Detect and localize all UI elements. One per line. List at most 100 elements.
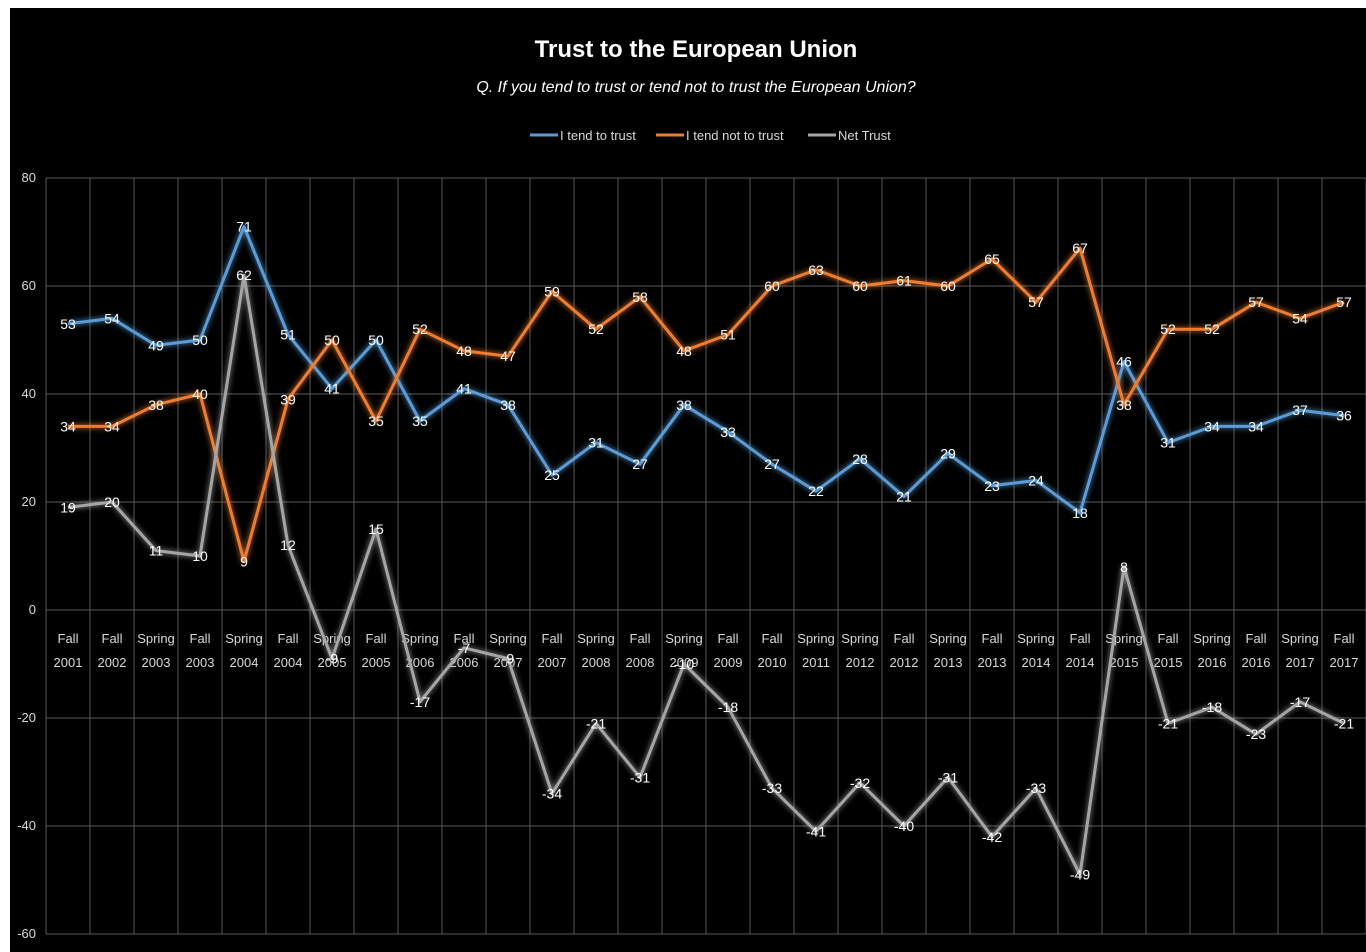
data-label: 47	[500, 348, 516, 364]
data-label: 10	[192, 548, 208, 564]
data-label: -17	[1290, 694, 1310, 710]
data-label: 62	[236, 267, 252, 283]
data-label: -9	[326, 651, 339, 667]
data-label: -7	[458, 640, 471, 656]
data-labels: 53 54 49 50 71 51 41 50 35 41 38 25 31 27 38 33 27 22 28 21…	[60, 219, 1354, 883]
data-label: -9	[502, 651, 515, 667]
data-label: 12	[280, 537, 296, 553]
x-tick-label: Fall 2003	[186, 631, 215, 670]
series-lines	[67, 225, 1345, 877]
data-label: 33	[720, 424, 736, 440]
data-label: -33	[1026, 780, 1046, 796]
y-tick-label: 40	[22, 386, 36, 401]
grid	[45, 177, 1366, 935]
data-label: 60	[940, 278, 956, 294]
x-tick-label: Fall 2016	[1242, 631, 1271, 670]
data-label: -18	[718, 699, 738, 715]
x-tick-label: Fall 2009	[714, 631, 743, 670]
x-tick-label: Spring 2006	[401, 631, 439, 670]
data-label: -18	[1202, 699, 1222, 715]
data-label: 39	[280, 391, 296, 407]
data-label: 71	[236, 219, 252, 235]
data-label: 27	[764, 456, 780, 472]
data-label: 34	[1248, 418, 1264, 434]
data-label: 67	[1072, 240, 1088, 256]
data-label: 35	[368, 413, 384, 429]
data-label: 60	[852, 278, 868, 294]
data-label: 49	[148, 337, 164, 353]
data-label: 52	[1204, 321, 1220, 337]
data-label: 31	[1160, 435, 1176, 451]
y-tick-label: -60	[17, 926, 36, 941]
x-tick-label: Fall 2013	[978, 631, 1007, 670]
data-label: 38	[676, 397, 692, 413]
data-label: 23	[984, 478, 1000, 494]
data-label: 58	[632, 289, 648, 305]
data-label: 29	[940, 445, 956, 461]
y-tick-label: -20	[17, 710, 36, 725]
data-label: 48	[456, 343, 472, 359]
data-label: 50	[192, 332, 208, 348]
data-label: 53	[60, 316, 76, 332]
chart-frame: Trust to the European Union Q. If you te…	[10, 8, 1366, 952]
data-label: 34	[60, 418, 76, 434]
data-label: 57	[1336, 294, 1352, 310]
data-label: -10	[674, 656, 694, 672]
y-tick-label: 80	[22, 170, 36, 185]
x-tick-label: Fall 2008	[626, 631, 655, 670]
data-label: 57	[1028, 294, 1044, 310]
data-label: -31	[630, 769, 650, 785]
data-label: -33	[762, 780, 782, 796]
data-label: 25	[544, 467, 560, 483]
x-tick-label: Spring 2013	[929, 631, 967, 670]
data-label: 18	[1072, 505, 1088, 521]
data-label: 59	[544, 283, 560, 299]
data-label: -21	[1158, 715, 1178, 731]
x-tick-label: Fall 2004	[274, 631, 303, 670]
x-tick-label: Fall 2007	[538, 631, 567, 670]
series-line-2	[67, 273, 1345, 877]
data-label: 46	[1116, 354, 1132, 370]
data-label: 19	[60, 499, 76, 515]
x-tick-label: Spring 2003	[137, 631, 175, 670]
data-label: 52	[1160, 321, 1176, 337]
data-label: 34	[1204, 418, 1220, 434]
series-line-0	[67, 225, 1345, 515]
data-label: 51	[720, 327, 736, 343]
data-label: 24	[1028, 472, 1044, 488]
data-label: 50	[368, 332, 384, 348]
x-tick-label: Spring 2014	[1017, 631, 1055, 670]
data-label: 41	[456, 381, 472, 397]
data-label: 52	[588, 321, 604, 337]
legend-entry-0: I tend to trust	[560, 128, 636, 143]
data-label: 50	[324, 332, 340, 348]
data-label: -42	[982, 829, 1002, 845]
data-label: 52	[412, 321, 428, 337]
x-tick-label: Fall 2015	[1154, 631, 1183, 670]
y-tick-label: 0	[29, 602, 36, 617]
data-label: 28	[852, 451, 868, 467]
data-label: -21	[586, 715, 606, 731]
data-label: 54	[1292, 310, 1308, 326]
data-label: -31	[938, 769, 958, 785]
data-label: -23	[1246, 726, 1266, 742]
y-tick-label: 20	[22, 494, 36, 509]
data-label: 63	[808, 262, 824, 278]
data-label: 15	[368, 521, 384, 537]
x-tick-label: Spring 2004	[225, 631, 263, 670]
data-label: 38	[148, 397, 164, 413]
data-label: 35	[412, 413, 428, 429]
data-label: 34	[104, 418, 120, 434]
data-label: -32	[850, 775, 870, 791]
data-label: 31	[588, 435, 604, 451]
x-tick-label: Spring 2008	[577, 631, 615, 670]
data-label: 37	[1292, 402, 1308, 418]
data-label: 27	[632, 456, 648, 472]
x-tick-label: Fall 2014	[1066, 631, 1095, 670]
chart-title: Trust to the European Union	[535, 36, 858, 63]
legend: I tend to trust I tend not to trust Net Tr…	[530, 128, 891, 143]
data-label: 8	[1120, 559, 1128, 575]
data-label: 41	[324, 381, 340, 397]
x-tick-label: Fall 2017	[1330, 631, 1359, 670]
line-chart: Trust to the European Union Q. If you te…	[17, 36, 1366, 941]
